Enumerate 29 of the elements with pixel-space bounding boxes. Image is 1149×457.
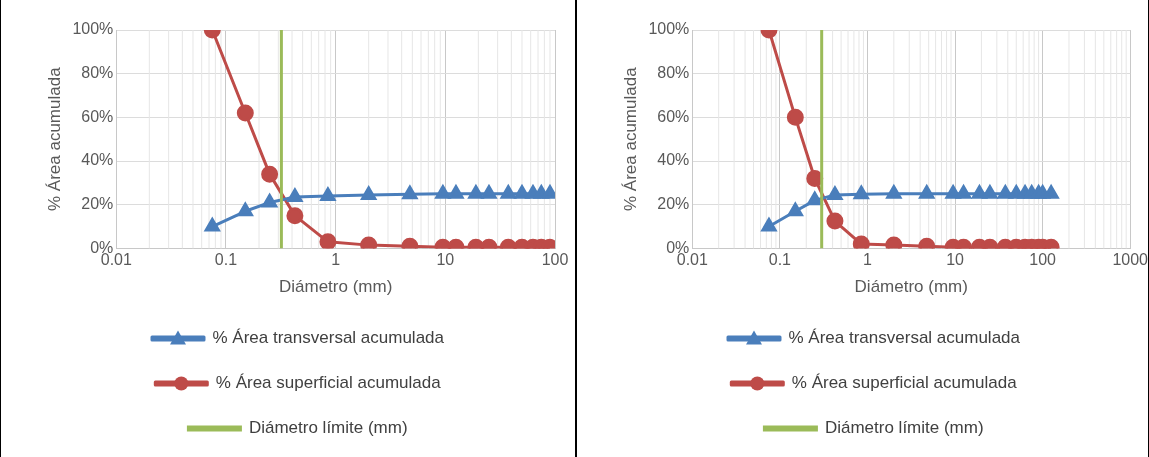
y-tick-label: 100% <box>648 20 690 38</box>
legend-label: % Área transversal acumulada <box>212 328 445 348</box>
x-tick-label: 0.1 <box>768 251 792 269</box>
legend-label: Diámetro límite (mm) <box>248 418 408 438</box>
x-tick-label: 100 <box>541 251 569 269</box>
y-tick-label: 60% <box>81 107 114 125</box>
x-tick-label: 10 <box>946 251 965 269</box>
legend-label: Diámetro límite (mm) <box>824 418 984 438</box>
y-tick-label: 80% <box>657 64 690 82</box>
y-tick-label: 60% <box>657 107 690 125</box>
legend-label: % Área transversal acumulada <box>788 328 1021 348</box>
x-axis-title: Diámetro (mm) <box>854 277 968 297</box>
x-tick-label: 1 <box>331 251 341 269</box>
y-tick-label: 80% <box>81 64 114 82</box>
y-axis-title: % Área acumulada <box>620 66 640 212</box>
x-tick-label: 10 <box>436 251 455 269</box>
y-tick-label: 20% <box>81 195 114 213</box>
y-tick-label: 40% <box>657 151 690 169</box>
legend-label: % Área superficial acumulada <box>215 373 442 393</box>
y-axis-title: % Área acumulada <box>44 66 64 212</box>
x-tick-label: 0.1 <box>214 251 238 269</box>
x-tick-label: 100 <box>1029 251 1057 269</box>
y-tick-label: 20% <box>657 195 690 213</box>
x-axis-title: Diámetro (mm) <box>278 277 393 297</box>
x-tick-label: 1000 <box>1112 251 1149 269</box>
y-tick-label: 40% <box>81 151 114 169</box>
x-tick-label: 1 <box>863 251 873 269</box>
y-tick-label: 100% <box>72 20 114 38</box>
legend-label: % Área superficial acumulada <box>791 373 1018 393</box>
